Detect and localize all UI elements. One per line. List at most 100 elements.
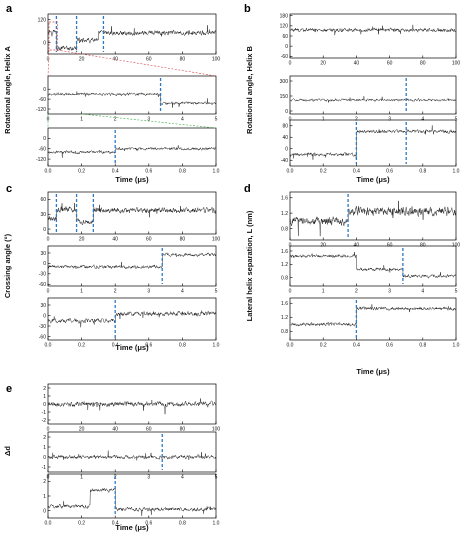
subplot-a-3: 0 -60 -120 0.0 0.2 0.4 0.6 0.8 1.0 — [36, 127, 220, 175]
x-tick-label: 0.0 — [45, 521, 52, 527]
x-tick-label: 5 — [455, 117, 458, 123]
y-tick-label: 0 — [43, 508, 46, 514]
plot-frame — [47, 127, 217, 167]
x-tick-label: 0.6 — [386, 343, 393, 349]
y-tick-label: 0 — [285, 147, 288, 153]
y-tick-label: 0 — [43, 40, 46, 46]
plot-frame — [47, 13, 217, 55]
zoom-connector — [81, 113, 217, 129]
x-tick-label: 2 — [355, 117, 358, 123]
y-tick-label: 0 — [43, 402, 46, 408]
y-tick-label: 30 — [40, 303, 46, 309]
subplot-c-3: 30 0 -30 -60 0.0 0.2 0.4 0.6 0.8 1.0 — [39, 297, 220, 349]
x-tick-label: 0.6 — [145, 343, 152, 349]
x-tick-label: 40 — [112, 57, 118, 63]
x-axis-label: Time (μs) — [115, 523, 149, 532]
data-trace — [47, 145, 217, 158]
x-tick-label: 40 — [354, 243, 360, 249]
y-tick-label: -1 — [42, 465, 47, 471]
x-tick-label: 80 — [420, 61, 426, 67]
panel-label-c: c — [6, 183, 12, 195]
zoom-box — [48, 21, 58, 51]
y-tick-label: 1.6 — [281, 301, 288, 307]
y-axis-label: Δd — [3, 446, 12, 456]
x-tick-label: 100 — [212, 57, 221, 63]
x-tick-label: 4 — [421, 289, 424, 295]
x-tick-label: 80 — [180, 427, 186, 433]
x-tick-label: 0.0 — [287, 169, 294, 175]
plot-frame — [47, 191, 217, 235]
plot-frame — [289, 191, 457, 241]
data-trace — [289, 96, 457, 103]
plot-frame — [47, 75, 217, 115]
x-tick-label: 1.0 — [453, 169, 460, 175]
data-trace — [47, 310, 217, 328]
x-axis-label: Time (μs) — [356, 175, 390, 184]
x-tick-label: 0.4 — [353, 343, 360, 349]
x-tick-label: 4 — [181, 289, 184, 295]
x-tick-label: 3 — [388, 289, 391, 295]
y-tick-label: 1.6 — [281, 196, 288, 202]
plot-frame — [289, 245, 457, 287]
x-tick-label: 1 — [80, 289, 83, 295]
x-tick-label: 0.4 — [353, 169, 360, 175]
x-tick-label: 1 — [322, 289, 325, 295]
x-tick-label: 3 — [147, 117, 150, 123]
y-tick-label: -60 — [39, 147, 46, 153]
y-tick-label: 0 — [43, 136, 46, 142]
x-tick-label: 100 — [212, 427, 221, 433]
x-tick-label: 80 — [420, 243, 426, 249]
x-tick-label: 100 — [212, 237, 221, 243]
plot-frame — [289, 119, 457, 167]
plot-frame — [47, 431, 217, 473]
x-tick-label: 1.0 — [213, 343, 220, 349]
subplot-b-2: 300 150 00 1 2 3 4 5 — [280, 75, 458, 123]
subplot-e-2: 210-1012345 — [42, 431, 218, 481]
x-tick-label: 0.4 — [112, 169, 119, 175]
y-tick-label: -30 — [39, 324, 46, 330]
y-tick-label: 2 — [43, 435, 46, 441]
panel-label-b: b — [244, 3, 251, 15]
x-tick-label: 5 — [455, 289, 458, 295]
plot-frame — [47, 245, 217, 287]
x-tick-label: 0.0 — [45, 343, 52, 349]
x-tick-label: 0.6 — [386, 169, 393, 175]
y-tick-label: 1 — [43, 445, 46, 451]
data-trace — [47, 91, 217, 108]
data-trace — [289, 24, 457, 36]
y-tick-label: 0 — [43, 227, 46, 233]
data-trace — [289, 200, 457, 237]
y-tick-label: 2 — [43, 479, 46, 485]
y-tick-label: 40 — [282, 135, 288, 141]
x-tick-label: 3 — [147, 289, 150, 295]
y-tick-label: 80 — [282, 124, 288, 130]
x-tick-label: 0.2 — [320, 343, 327, 349]
data-trace — [289, 252, 457, 279]
y-tick-label: 0 — [285, 44, 288, 50]
y-tick-label: 300 — [280, 79, 289, 85]
y-tick-label: 180 — [280, 13, 289, 19]
x-tick-label: 0 — [47, 237, 50, 243]
subplot-e-3: 2 1 0 0.0 0.2 0.4 0.6 0.8 1.0 — [43, 473, 220, 527]
panel-label-d: d — [244, 183, 251, 195]
y-tick-label: 60 — [40, 197, 46, 203]
x-tick-label: 4 — [181, 475, 184, 481]
y-tick-label: 0.8 — [281, 226, 288, 232]
x-tick-label: 60 — [146, 57, 152, 63]
x-axis-label: Time (μs) — [356, 367, 390, 376]
x-tick-label: 3 — [388, 117, 391, 123]
y-tick-label: 1 — [43, 494, 46, 500]
y-tick-label: -60 — [39, 97, 46, 103]
panel-label-e: e — [6, 383, 12, 395]
x-tick-label: 0.4 — [112, 521, 119, 527]
y-axis-label: Crossing angle (°) — [3, 233, 12, 298]
x-tick-label: 0.8 — [179, 521, 186, 527]
data-trace — [47, 450, 217, 461]
x-tick-label: 40 — [112, 237, 118, 243]
y-tick-label: 0 — [43, 87, 46, 93]
y-tick-label: 0 — [43, 313, 46, 319]
x-tick-label: 4 — [181, 117, 184, 123]
x-tick-label: 0.8 — [419, 169, 426, 175]
